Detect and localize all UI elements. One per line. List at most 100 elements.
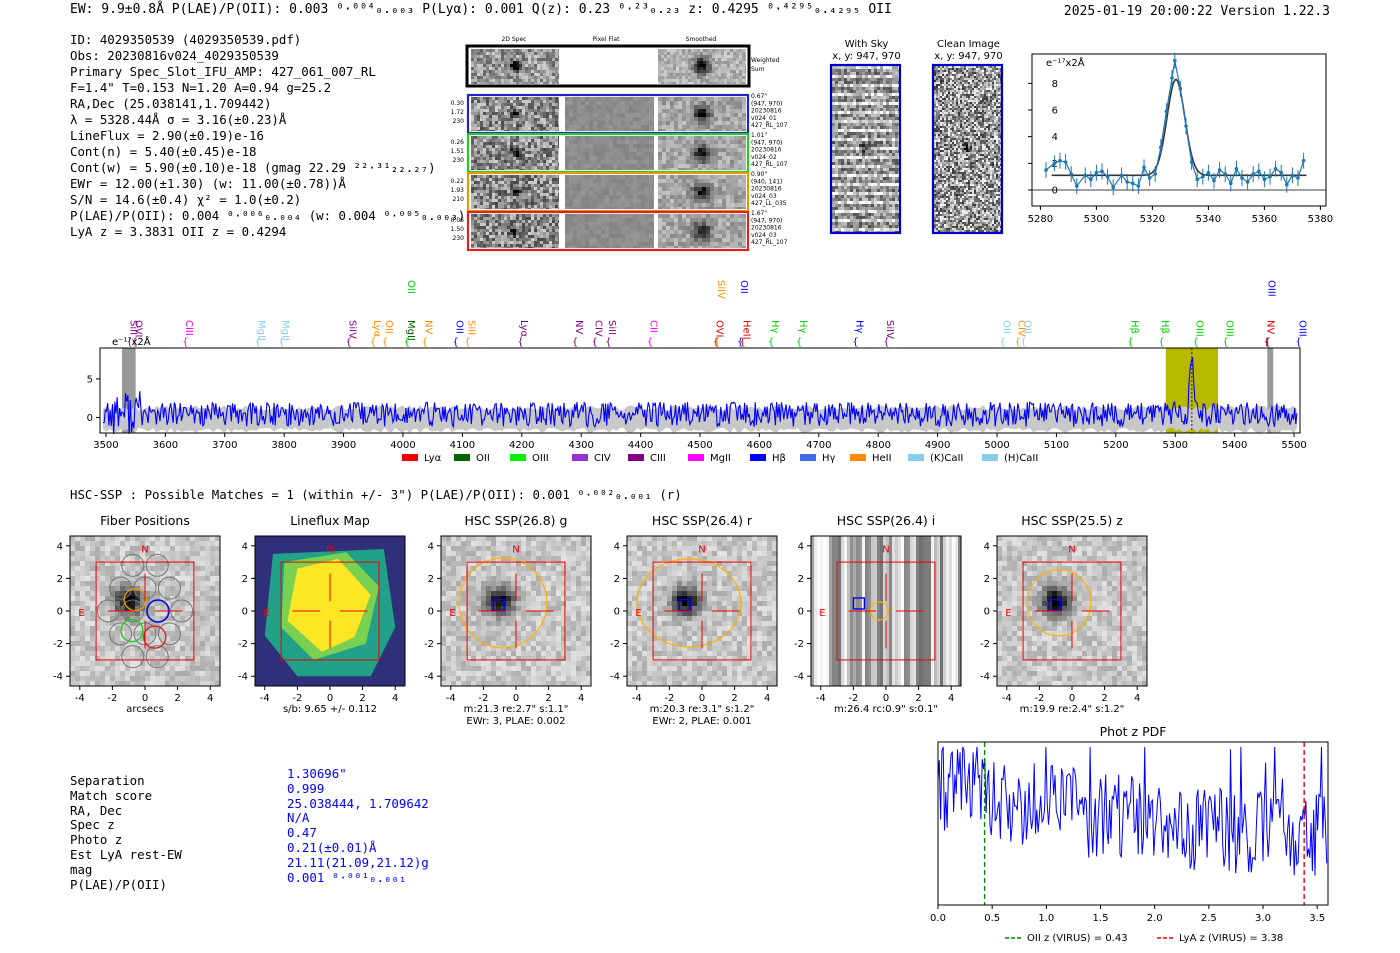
thumb-ytick-label: -4 xyxy=(238,672,248,683)
linefit-ytick-label: 4 xyxy=(1052,132,1058,143)
line-label-text: OII xyxy=(738,280,749,294)
linefit-point xyxy=(1136,184,1141,188)
cutout-row-meta: 1.67" xyxy=(751,210,767,217)
thumb-caption: s/b: 9.65 +/- 0.112 xyxy=(283,704,377,715)
cutout-row-meta: v024_03 xyxy=(751,232,777,239)
stripe xyxy=(883,536,886,686)
cutout-row-stat: 230 xyxy=(453,235,465,242)
stripe xyxy=(838,536,841,686)
stripe xyxy=(952,536,955,686)
spectrum-ytick-label: 5 xyxy=(87,374,93,385)
thumb-xtick-label: -4 xyxy=(1002,693,1012,704)
thumb-ytick-label: 4 xyxy=(428,541,434,552)
line-label-bracket: { xyxy=(1263,337,1269,348)
search-box xyxy=(1022,561,1122,661)
legend-label: Hβ xyxy=(772,453,786,464)
cutout-row-meta: (947, 970) xyxy=(751,139,782,146)
line-label-bracket: { xyxy=(883,337,889,348)
north-label: N xyxy=(512,544,519,555)
cutout-smoothed xyxy=(658,136,746,170)
thumb-xtick-label: 0 xyxy=(327,693,333,704)
line-label-bracket: { xyxy=(464,337,470,348)
linefit-point xyxy=(1296,176,1300,180)
line-label-bracket: { xyxy=(852,337,858,348)
legend-label: Lyα xyxy=(424,453,442,464)
cutout-row-meta: 20230816 xyxy=(751,186,782,193)
legend-label: HeII xyxy=(872,453,892,464)
linefit-ytick-label: 0 xyxy=(1052,186,1058,197)
full-spectrum-plot: SiII{OVI{CIII{MgII{MgII{SiIV{Lyα{OII{MgI… xyxy=(87,280,1308,464)
linefit-point xyxy=(1069,172,1073,176)
linefit-point xyxy=(1094,170,1099,175)
with-sky-title: With Sky xyxy=(845,39,889,50)
line-label-text: Hγ xyxy=(769,320,780,334)
spectrum-xtick-label: 4100 xyxy=(450,440,475,451)
legend-swatch xyxy=(850,454,866,461)
info-line: Obs: 20230816v024_4029350539 xyxy=(70,48,279,63)
line-label: SiII { xyxy=(464,320,476,348)
legend-label: (H)CaII xyxy=(1004,453,1038,464)
cutout-row-stat: 0.26 xyxy=(451,139,465,146)
cutout-row-meta: 1.01" xyxy=(751,132,767,139)
hsc-match-summary: HSC-SSP : Possible Matches = 1 (within +… xyxy=(70,487,682,502)
line-label: Hγ { xyxy=(852,320,864,348)
thumb-ytick-label: 2 xyxy=(242,574,248,585)
line-label-text: OVI xyxy=(714,320,725,338)
photz-pdf-plot: Phot z PDF 0.0 0.5 1.0 1.5 2.0 2.5 3.0 3.5 OII z … xyxy=(930,724,1329,944)
line-label-text: CII xyxy=(648,320,659,333)
linefit-point xyxy=(1301,158,1306,163)
linefit-xtick-label: 5360 xyxy=(1252,214,1277,225)
thumb-ytick-label: 4 xyxy=(242,541,248,552)
stripe xyxy=(826,536,829,686)
line-label-text: OII xyxy=(453,320,464,334)
thumb-xtick-label: -4 xyxy=(632,693,642,704)
line-label-bracket: { xyxy=(278,337,284,348)
spectrum-xtick-label: 4000 xyxy=(390,440,415,451)
info-line: Cont(w) = 5.90(±0.10)e-18 (gmag 22.29 ²²… xyxy=(70,160,436,175)
match-value: N/A xyxy=(287,810,310,826)
thumb-xtick-label: -4 xyxy=(75,693,85,704)
photz-xtick-label: 0.0 xyxy=(930,913,946,924)
thumb-image xyxy=(997,536,1147,686)
photz-xtick-label: 0.5 xyxy=(984,913,1000,924)
linefit-point xyxy=(1131,181,1135,186)
east-label: E xyxy=(263,608,269,619)
match-value: 0.001 ⁰·⁰⁰¹₀.₀₀₁ xyxy=(287,869,407,885)
cutout-row-stat: 0.06 xyxy=(451,217,465,224)
linefit-point xyxy=(1063,160,1068,164)
photz-curve xyxy=(937,746,1328,876)
legend-swatch xyxy=(572,454,588,461)
thumb-caption: m:21.3 re:2.7" s:1.1" xyxy=(464,704,569,715)
thumb-xtick-label: 0 xyxy=(1069,693,1075,704)
thumb-xtick-label: 2 xyxy=(545,693,551,704)
thumb-xtick-label: -4 xyxy=(816,693,826,704)
line-label-bracket: { xyxy=(605,337,611,348)
line-label: Hβ { xyxy=(1158,320,1170,348)
match-label: P(LAE)/P(OII) xyxy=(70,876,167,892)
thumb-xtick-label: -4 xyxy=(260,693,270,704)
line-label-text: OII xyxy=(1001,320,1012,334)
thumb-xtick-label: 0 xyxy=(142,693,148,704)
thumb-ytick-label: 0 xyxy=(984,607,990,618)
imaging-thumbnails: Fiber Positions N E -4 -4 -2 -2 0 0 2 2 4 4 arcsecs Li… xyxy=(53,513,1148,725)
line-label-text: NV xyxy=(423,320,434,334)
cutout-row-meta: 20230816 xyxy=(751,108,782,115)
legend-swatch xyxy=(982,454,998,461)
thumb-image xyxy=(441,536,591,686)
cutout-row-stat: 1.51 xyxy=(451,148,465,155)
linefit-point xyxy=(1273,166,1278,171)
spectrum-xtick-label: 3500 xyxy=(93,440,118,451)
linefit-point xyxy=(1279,170,1283,175)
masked-region xyxy=(1267,348,1274,433)
line-label-bracket: { xyxy=(1014,337,1020,348)
match-value: 21.11(21.09,21.12)g xyxy=(287,854,429,870)
cutout-row-stat: 1.93 xyxy=(451,187,465,194)
cutout-row-stat: 0.30 xyxy=(451,100,465,107)
stripe xyxy=(814,536,817,686)
line-label: OVI{ xyxy=(132,320,144,348)
line-label-text: Lyα xyxy=(518,320,529,338)
cutout-row-stat: 230 xyxy=(453,157,465,164)
thumb-title: HSC SSP(26.8) g xyxy=(465,513,568,528)
linefit-ylabel: e⁻¹⁷x2Å xyxy=(1046,56,1085,69)
cutout-flat xyxy=(565,214,654,248)
